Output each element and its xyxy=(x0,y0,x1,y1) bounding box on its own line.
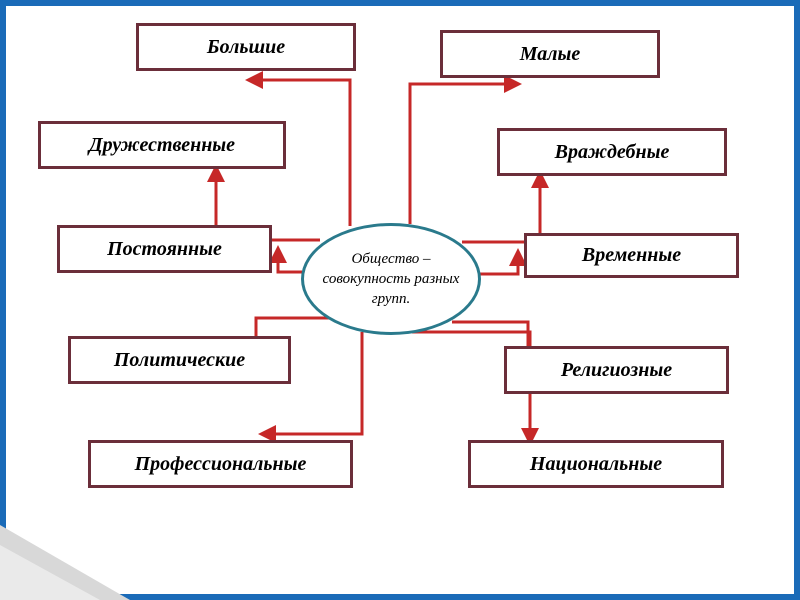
node-national: Национальные xyxy=(468,440,724,488)
node-permanent: Постоянные xyxy=(57,225,272,273)
node-label: Религиозные xyxy=(561,359,672,382)
node-label: Малые xyxy=(520,43,581,66)
center-label: Общество – совокупность разных групп. xyxy=(314,249,468,310)
node-label: Дружественные xyxy=(89,134,235,157)
node-label: Большие xyxy=(207,36,285,59)
node-label: Враждебные xyxy=(555,141,670,164)
node-label: Национальные xyxy=(530,453,662,476)
node-label: Постоянные xyxy=(107,238,222,261)
node-label: Временные xyxy=(582,244,681,267)
center-concept: Общество – совокупность разных групп. xyxy=(301,223,481,335)
corner-decoration-inner xyxy=(0,545,100,600)
node-political: Политические xyxy=(68,336,291,384)
node-small: Малые xyxy=(440,30,660,78)
node-friendly: Дружественные xyxy=(38,121,286,169)
node-hostile: Враждебные xyxy=(497,128,727,176)
node-professional: Профессиональные xyxy=(88,440,353,488)
node-label: Политические xyxy=(114,349,245,372)
node-religious: Религиозные xyxy=(504,346,729,394)
node-temporary: Временные xyxy=(524,233,739,278)
node-label: Профессиональные xyxy=(135,453,307,476)
node-big: Большие xyxy=(136,23,356,71)
